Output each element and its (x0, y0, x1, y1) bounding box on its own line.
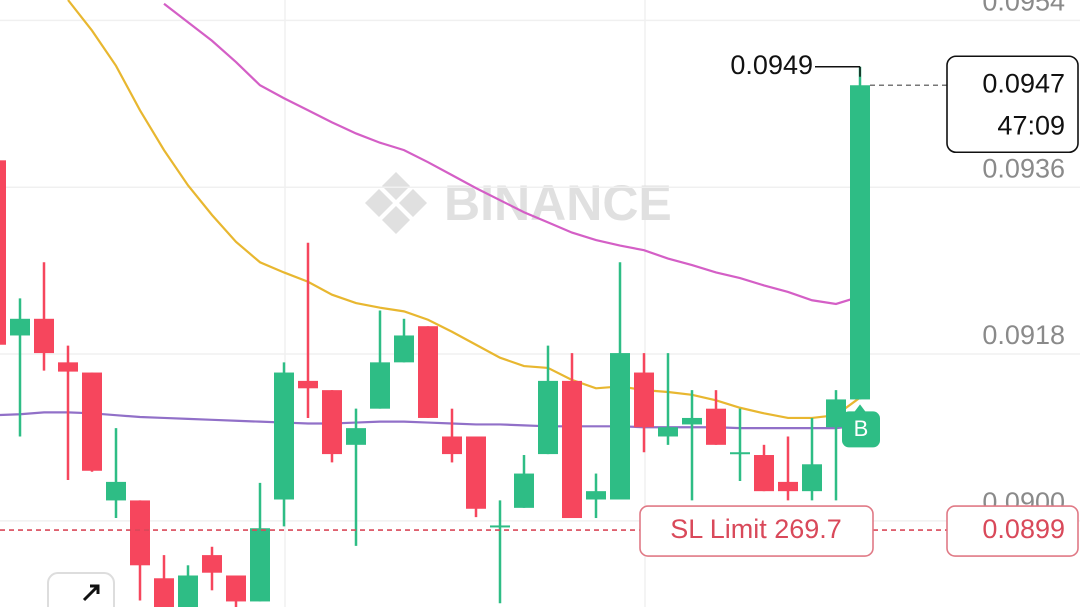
candle-body (490, 525, 510, 528)
watermark: BINANCE (365, 172, 672, 234)
candle-body (226, 575, 246, 602)
candle-body (682, 417, 702, 425)
candle-body (802, 464, 822, 492)
watermark-logo (365, 189, 393, 217)
watermark-text: BINANCE (444, 175, 672, 231)
buy-marker-label: B (854, 416, 869, 441)
y-tick-label: 0.0936 (982, 153, 1065, 183)
stop-loss-price-tag (946, 505, 1079, 557)
candle-body (586, 491, 606, 500)
candle-body (778, 481, 798, 492)
countdown-label: 47:09 (997, 110, 1065, 140)
stop-loss-price-label: 0.0899 (982, 514, 1065, 544)
last-price-label: 0.0947 (982, 68, 1065, 98)
y-tick-label: 0.0918 (982, 320, 1065, 350)
candle-body (154, 578, 174, 607)
candle-body (346, 428, 366, 445)
moving-average-line (163, 2, 861, 306)
buy-marker (842, 411, 880, 448)
candle-body (34, 318, 54, 354)
candle-body (10, 318, 30, 336)
candle-body (538, 380, 558, 455)
candle-body (250, 528, 270, 602)
high-marker-label: 0.0949 (730, 50, 813, 80)
candle-body (466, 436, 486, 509)
tool-button-box[interactable] (47, 572, 115, 607)
candle-body (418, 326, 438, 418)
candle-body (826, 399, 846, 428)
candle-body (322, 390, 342, 455)
stop-loss-tag (639, 505, 874, 557)
watermark-logo (382, 172, 410, 200)
candle-body (634, 372, 654, 428)
candle-body (730, 452, 750, 455)
buy-marker-pointer (854, 404, 866, 413)
candle-body (442, 436, 462, 455)
candle-body (0, 160, 6, 345)
candle-body (850, 85, 870, 400)
candle-body (298, 380, 318, 389)
overlay: 0.0949 0.0947 47:09 SL Limit 269.7 0.0899 B (0, 50, 1080, 557)
candle-body (130, 500, 150, 566)
candle-body (610, 353, 630, 500)
candle-body (274, 372, 294, 500)
candle-body (754, 455, 774, 492)
candles (0, 66, 870, 607)
y-tick-label: 0.0954 (982, 0, 1065, 17)
last-price-tag (946, 55, 1079, 154)
candle-body (178, 575, 198, 607)
candle-body (514, 473, 534, 508)
watermark-logo (382, 206, 410, 234)
arrow-icon (82, 584, 100, 602)
candle-body (706, 408, 726, 445)
candle-body (202, 555, 222, 573)
candle-body (658, 427, 678, 437)
candle-body (370, 362, 390, 409)
candle-body (82, 372, 102, 471)
candle-body (562, 380, 582, 519)
stop-loss-label: SL Limit 269.7 (670, 514, 842, 544)
moving-average-line (67, 0, 861, 420)
candle-body (394, 335, 414, 363)
tool-button[interactable] (47, 572, 115, 607)
watermark-logo (399, 189, 427, 217)
candle-body (58, 362, 78, 372)
candle-body (106, 481, 126, 501)
